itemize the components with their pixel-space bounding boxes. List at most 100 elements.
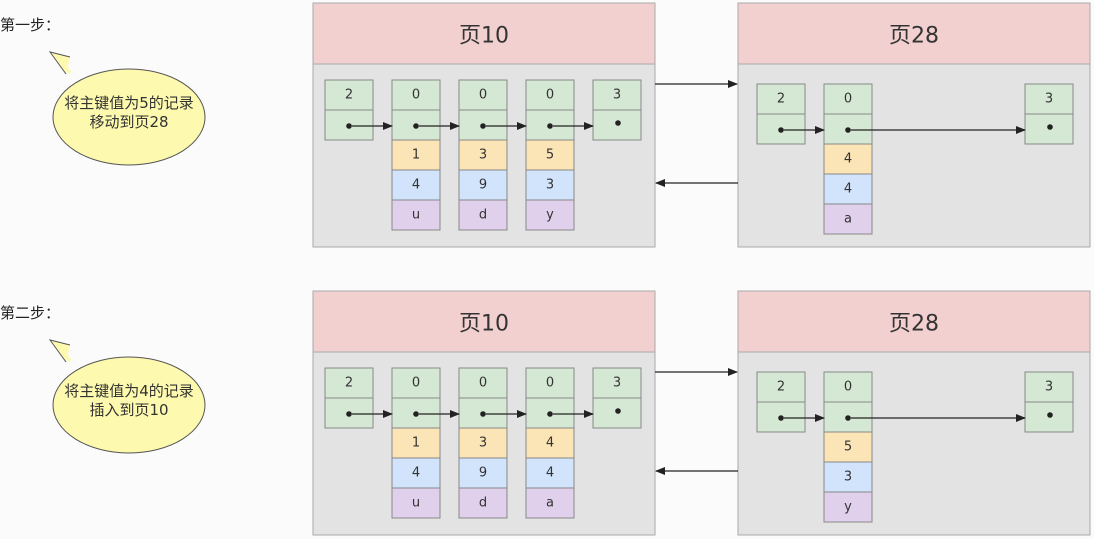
column-field-text: d <box>479 496 487 511</box>
column-field <box>458 169 508 201</box>
column-field-text: a <box>546 496 554 511</box>
user-record: 0 5 3 y <box>823 371 873 523</box>
page-header <box>312 2 656 65</box>
column-field-text: 4 <box>546 466 554 481</box>
primary-key-field-text: 4 <box>546 436 554 451</box>
column-field <box>823 461 873 493</box>
record-header <box>391 79 441 111</box>
primary-key-field-text: 5 <box>844 440 852 455</box>
pointer-dot <box>615 408 621 414</box>
column-field-text: 3 <box>546 178 554 193</box>
user-record: 0 1 4 u <box>391 79 441 231</box>
record-header-text: 0 <box>844 380 852 395</box>
pointer-dot <box>1047 124 1053 130</box>
supremum-record <box>1024 83 1074 115</box>
column-field-text: u <box>412 496 420 511</box>
primary-key-field-text: 5 <box>546 148 554 163</box>
pointer-dot <box>547 411 553 417</box>
left-page: 页10 2 3 0 1 4 u 0 3 9 d 0 5 3 y <box>312 2 656 248</box>
record-header-text: 0 <box>479 376 487 391</box>
step-1-label: 第一步： <box>0 16 61 34</box>
pointer-dot <box>480 123 486 129</box>
column-field-text: 3 <box>844 470 852 485</box>
supremum-record <box>592 367 642 399</box>
column-field <box>458 487 508 519</box>
column-field <box>525 169 575 201</box>
bubble-text: 将主键值为5的记录 <box>64 94 194 112</box>
pointer-dot <box>778 415 784 421</box>
record-header <box>458 79 508 111</box>
column-field <box>525 199 575 231</box>
supremum-record-text: 3 <box>613 376 621 391</box>
user-record: 0 5 3 y <box>525 79 575 231</box>
column-field <box>391 199 441 231</box>
primary-key-field <box>458 139 508 171</box>
column-field-text: u <box>412 208 420 223</box>
record-header-text: 0 <box>412 88 420 103</box>
column-field-text: y <box>546 208 554 223</box>
column-field-text: 9 <box>479 466 487 481</box>
page-title: 页10 <box>459 312 509 337</box>
record-header <box>525 367 575 399</box>
pointer-dot <box>346 411 352 417</box>
primary-key-field-text: 3 <box>479 436 487 451</box>
column-field-text: a <box>844 212 852 227</box>
infimum-record-text: 2 <box>345 376 353 391</box>
pointer-dot <box>1047 412 1053 418</box>
column-field <box>458 199 508 231</box>
column-field <box>458 457 508 489</box>
bubble-tail <box>48 339 71 363</box>
infimum-record-text: 2 <box>345 88 353 103</box>
record-header <box>823 371 873 403</box>
bubble-join <box>60 59 72 74</box>
page-title: 页28 <box>889 312 939 337</box>
step-2-label: 第二步： <box>0 304 61 322</box>
supremum-record <box>592 79 642 111</box>
record-header <box>823 83 873 115</box>
page-title: 页28 <box>889 24 939 49</box>
pointer-dot <box>346 123 352 129</box>
column-field <box>525 457 575 489</box>
record-header <box>391 367 441 399</box>
infimum-record <box>756 371 806 403</box>
column-field-text: d <box>479 208 487 223</box>
record-header-text: 0 <box>844 92 852 107</box>
supremum-record <box>1024 371 1074 403</box>
column-field <box>391 169 441 201</box>
infimum-record <box>756 83 806 115</box>
primary-key-field <box>823 143 873 175</box>
primary-key-field <box>391 427 441 459</box>
user-record: 0 4 4 a <box>823 83 873 235</box>
bubble-join <box>60 347 72 362</box>
column-field <box>391 487 441 519</box>
right-page: 页28 2 3 0 5 3 y <box>737 290 1091 536</box>
page-header <box>737 290 1091 353</box>
bubble-body <box>52 356 206 454</box>
primary-key-field <box>525 427 575 459</box>
page-header <box>312 290 656 353</box>
supremum-record-text: 3 <box>613 88 621 103</box>
column-field <box>823 491 873 523</box>
record-header-text: 0 <box>546 88 554 103</box>
pointer-dot <box>845 127 851 133</box>
supremum-record-text: 3 <box>1045 92 1053 107</box>
column-field <box>525 487 575 519</box>
primary-key-field-text: 3 <box>479 148 487 163</box>
left-page: 页10 2 3 0 1 4 u 0 3 9 d 0 4 4 a <box>312 290 656 536</box>
column-field-text: 9 <box>479 178 487 193</box>
bubble-text: 插入到页10 <box>89 401 168 419</box>
infimum-record <box>324 367 374 399</box>
primary-key-field <box>823 431 873 463</box>
page-header <box>737 2 1091 65</box>
record-header-text: 0 <box>412 376 420 391</box>
column-field <box>823 203 873 235</box>
primary-key-field-text: 1 <box>412 436 420 451</box>
pointer-dot <box>413 411 419 417</box>
bubble-tail <box>48 51 71 75</box>
column-field <box>823 173 873 205</box>
user-record: 0 3 9 d <box>458 79 508 231</box>
column-field-text: 4 <box>412 466 420 481</box>
pointer-dot <box>615 120 621 126</box>
bubble-text: 将主键值为4的记录 <box>64 382 194 400</box>
